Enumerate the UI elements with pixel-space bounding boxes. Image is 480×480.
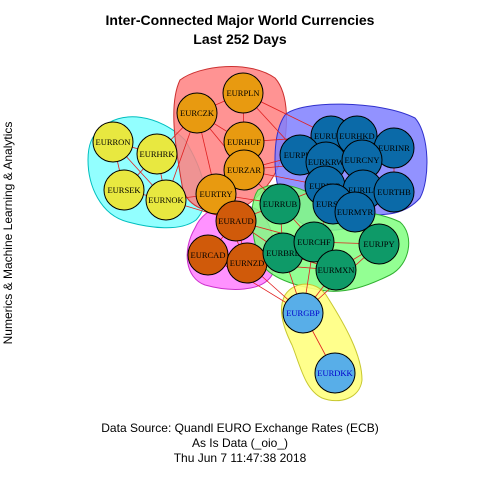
node-eurjpy: EURJPY: [358, 223, 400, 265]
node-eurzar: EURZAR: [223, 149, 265, 191]
node-eurmyr: EURMYR: [334, 191, 376, 233]
node-eurmxn: EURMXN: [315, 249, 357, 291]
node-eurnzd: EURNZD: [226, 242, 268, 284]
node-label-eurzar: EURZAR: [227, 165, 261, 175]
node-label-eurthb: EURTHB: [377, 187, 411, 197]
node-label-eurhuf: EURHUF: [227, 137, 261, 147]
node-eurnok: EURNOK: [145, 179, 187, 221]
node-label-eurczk: EURCZK: [180, 108, 215, 118]
node-label-eursek: EURSEK: [107, 185, 141, 195]
node-label-eurphp: EURPHP: [284, 150, 317, 160]
chart-title-line-1: Inter-Connected Major World Currencies: [105, 12, 375, 28]
node-label-eurnzd: EURNZD: [230, 258, 264, 268]
chart-title-line-2: Last 252 Days: [193, 31, 287, 47]
node-label-eurgbp: EURGBP: [286, 308, 320, 318]
node-label-eurcny: EURCNY: [345, 155, 380, 165]
node-label-eurils: EURILS: [348, 185, 378, 195]
node-label-eurusd: EURUSD: [314, 131, 348, 141]
node-circle-eurgbp: [282, 292, 324, 334]
node-euraud: EURAUD: [215, 200, 257, 242]
node-circle-eurrub: [259, 183, 301, 225]
node-label-eurinr: EURINR: [378, 143, 410, 153]
node-eursek: EURSEK: [103, 169, 145, 211]
node-layer: EURRON EURHRK EURSEK EURNOK EURPLN EURCZK EURH…: [92, 72, 415, 394]
node-label-eurtry: EURTRY: [199, 189, 232, 199]
node-label-eurron: EURRON: [96, 137, 131, 147]
node-label-eurcad: EURCAD: [191, 250, 226, 260]
node-label-eurbrl: EURBRL: [266, 248, 300, 258]
node-label-eurnok: EURNOK: [148, 195, 184, 205]
node-label-eurhrk: EURHRK: [140, 149, 176, 159]
node-eurcad: EURCAD: [187, 234, 229, 276]
node-circle-eurthb: [373, 171, 415, 213]
node-label-eurmxn: EURMXN: [318, 265, 355, 275]
node-eurdkk: EURDKK: [314, 352, 356, 394]
node-circle-eurdkk: [314, 352, 356, 394]
node-label-eurjpy: EURJPY: [363, 239, 394, 249]
node-label-eurkrw: EURKRW: [308, 157, 344, 167]
node-circle-eurpln: [222, 72, 264, 114]
node-label-eurchf: EURCHF: [297, 237, 331, 247]
node-eurpln: EURPLN: [222, 72, 264, 114]
node-eurhrk: EURHRK: [136, 133, 178, 175]
node-eurgbp: EURGBP: [282, 292, 324, 334]
node-circle-eurcad: [187, 234, 229, 276]
node-circle-eurchf: [293, 221, 335, 263]
node-circle-eurron: [92, 121, 134, 163]
node-circle-eurczk: [176, 92, 218, 134]
node-eurron: EURRON: [92, 121, 134, 163]
caption-as-is: As Is Data (_oio_): [191, 436, 289, 450]
node-label-eurdkk: EURDKK: [317, 368, 353, 378]
node-label-eurmyr: EURMYR: [337, 207, 374, 217]
node-eurrub: EURRUB: [259, 183, 301, 225]
caption-timestamp: Thu Jun 7 11:47:38 2018: [173, 451, 307, 465]
node-circle-euraud: [215, 200, 257, 242]
node-circle-eurmxn: [315, 249, 357, 291]
node-circle-eurjpy: [358, 223, 400, 265]
node-label-eurpln: EURPLN: [226, 88, 259, 98]
node-circle-eurnok: [145, 179, 187, 221]
node-label-eurrub: EURRUB: [263, 199, 298, 209]
node-eurthb: EURTHB: [373, 171, 415, 213]
node-eurbrl: EURBRL: [262, 232, 304, 274]
caption-source: Data Source: Quandl EURO Exchange Rates …: [101, 421, 379, 435]
node-circle-eursek: [103, 169, 145, 211]
node-circle-eurhrk: [136, 133, 178, 175]
node-label-eursgd: EURSGD: [316, 199, 350, 209]
node-eurhuf: EURHUF: [223, 121, 265, 163]
node-circle-eurmyr: [334, 191, 376, 233]
node-eurczk: EURCZK: [176, 92, 218, 134]
node-eurchf: EURCHF: [293, 221, 335, 263]
node-circle-eurzar: [223, 149, 265, 191]
node-label-eurhkd: EURHKD: [339, 131, 374, 141]
node-label-euraud: EURAUD: [218, 216, 253, 226]
